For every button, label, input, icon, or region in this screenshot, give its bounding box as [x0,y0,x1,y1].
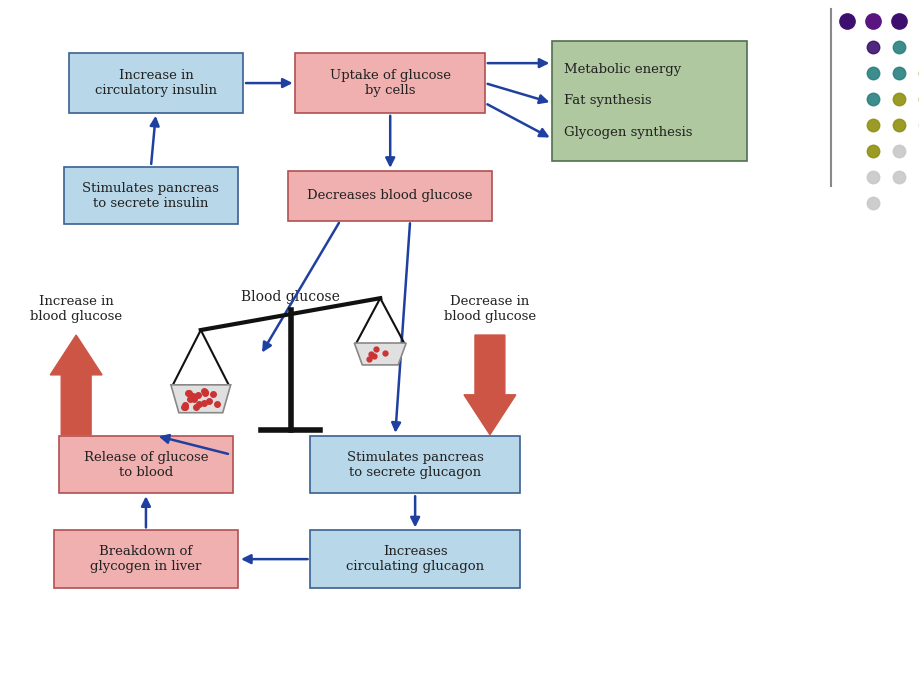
Text: Blood glucose: Blood glucose [241,290,340,304]
Text: Glycogen synthesis: Glycogen synthesis [563,126,692,139]
FancyBboxPatch shape [63,167,238,224]
FancyBboxPatch shape [295,53,484,113]
FancyBboxPatch shape [310,530,519,588]
Text: Increase in
blood glucose: Increase in blood glucose [30,295,122,323]
FancyArrow shape [463,335,516,435]
FancyBboxPatch shape [288,170,492,221]
Text: Stimulates pancreas
to secrete glucagon: Stimulates pancreas to secrete glucagon [346,451,483,479]
Text: Fat synthesis: Fat synthesis [563,95,651,108]
FancyBboxPatch shape [59,435,233,493]
Text: Release of glucose
to blood: Release of glucose to blood [84,451,208,479]
Text: Increase in
circulatory insulin: Increase in circulatory insulin [95,69,217,97]
FancyBboxPatch shape [53,530,238,588]
Polygon shape [171,385,231,413]
FancyBboxPatch shape [310,435,519,493]
Text: Decreases blood glucose: Decreases blood glucose [307,189,472,202]
Polygon shape [354,343,405,365]
Text: Metabolic energy: Metabolic energy [563,63,681,76]
FancyBboxPatch shape [551,41,746,161]
Text: Stimulates pancreas
to secrete insulin: Stimulates pancreas to secrete insulin [83,181,219,210]
FancyBboxPatch shape [69,53,243,113]
Text: Increases
circulating glucagon: Increases circulating glucagon [346,545,483,573]
Text: Breakdown of
glycogen in liver: Breakdown of glycogen in liver [90,545,201,573]
FancyArrow shape [51,335,102,435]
Text: Uptake of glucose
by cells: Uptake of glucose by cells [329,69,450,97]
Text: Decrease in
blood glucose: Decrease in blood glucose [443,295,536,323]
